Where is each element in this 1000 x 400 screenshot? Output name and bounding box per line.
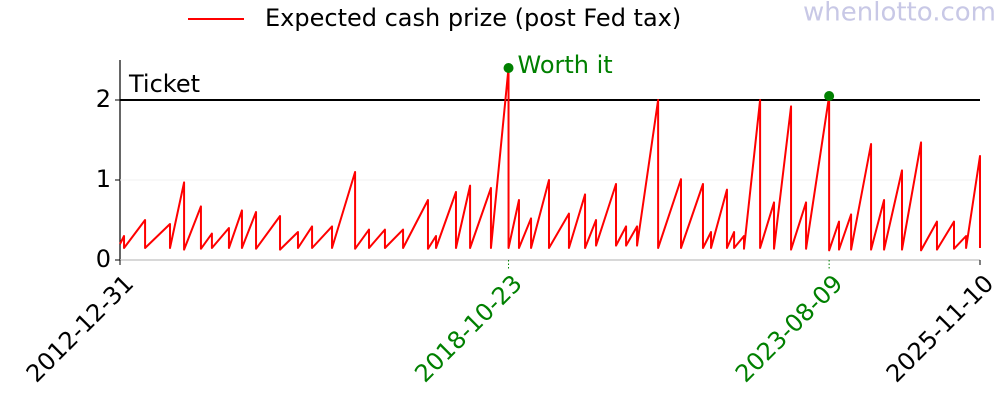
annotation-marker (503, 63, 514, 73)
x-tick-label: 2023-08-09 (730, 269, 848, 387)
y-tick-label: 1 (96, 165, 111, 193)
x-tick-label: 2025-11-10 (881, 269, 999, 387)
x-tick-label: 2012-12-31 (21, 269, 139, 387)
reference-label: Ticket (128, 70, 200, 98)
annotation-marker (824, 91, 835, 101)
annotation-label: Worth it (518, 51, 613, 79)
legend-label: Expected cash prize (post Fed tax) (265, 4, 681, 32)
watermark: whenlotto.com (803, 0, 996, 28)
line-series (119, 67, 981, 252)
y-tick-label: 0 (96, 245, 111, 273)
y-tick-label: 2 (96, 85, 111, 113)
x-tick-label: 2018-10-23 (409, 269, 527, 387)
